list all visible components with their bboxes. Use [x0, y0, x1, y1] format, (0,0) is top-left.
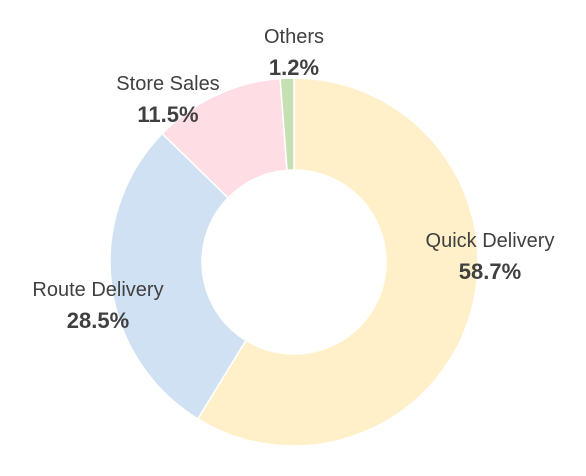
value-label-route-delivery: 28.5%: [67, 308, 129, 333]
slices-group: [109, 77, 479, 447]
value-label-store-sales: 11.5%: [137, 102, 198, 127]
slice-others: [279, 77, 295, 172]
labels-group: Quick Delivery 58.7% Route Delivery 28.5% St…: [32, 26, 554, 333]
label-others: Others: [264, 26, 324, 48]
label-store-sales: Store Sales: [116, 73, 219, 95]
label-route-delivery: Route Delivery: [32, 279, 163, 301]
label-quick-delivery: Quick Delivery: [426, 230, 555, 252]
value-label-quick-delivery: 58.7%: [459, 259, 521, 284]
value-label-others: 1.2%: [269, 55, 319, 80]
slice-quick-delivery: [196, 77, 479, 447]
slice-route-delivery: [109, 132, 247, 420]
